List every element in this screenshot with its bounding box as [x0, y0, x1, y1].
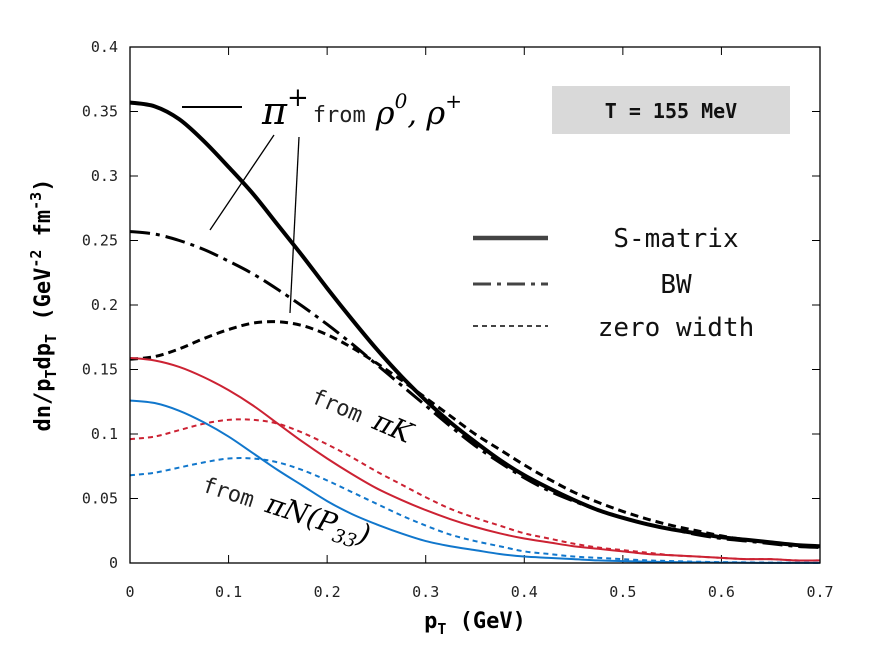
legend-label-zero-width: zero width	[598, 313, 755, 343]
annotation-rho-pi: π	[261, 89, 288, 133]
x-tick-labels: 0 0.1 0.2 0.3 0.4 0.5 0.6 0.7	[125, 583, 833, 601]
x-tick-label: 0.6	[708, 583, 735, 601]
annotation-rho-from: from	[313, 103, 366, 128]
temperature-badge: T = 155 MeV	[552, 86, 790, 134]
y-axis-title-sup2: -3	[27, 192, 45, 210]
x-tick-label: 0.3	[412, 583, 439, 601]
y-tick-label: 0.4	[91, 38, 118, 56]
annotation-rho-sep: ,	[407, 97, 426, 132]
y-axis-title-unit-a: (GeV	[31, 268, 56, 334]
annotation-rho: π+from ρ0, ρ+	[182, 83, 462, 314]
legend-label-bw: BW	[660, 270, 692, 300]
x-tick-label: 0.2	[314, 583, 341, 601]
y-tick-label: 0.1	[91, 425, 118, 443]
y-axis-title-sup1: -2	[27, 250, 45, 268]
annotation-rho-rhop: ρ	[425, 94, 445, 132]
x-tick-label: 0.5	[609, 583, 636, 601]
series-line-rho-zero-width	[129, 320, 821, 548]
x-axis-title-unit: (GeV)	[446, 609, 525, 634]
y-tick-label: 0	[109, 554, 118, 572]
y-axis-title: dn/pTdpT (GeV-2 fm-3)	[27, 179, 60, 432]
annotation-rho-pointer-1	[209, 134, 275, 231]
x-axis-title-sub: T	[437, 620, 446, 638]
y-axis-title-unit-b: fm	[31, 210, 56, 250]
y-tick-labels: 0 0.05 0.1 0.15 0.2 0.25 0.3 0.35 0.4	[82, 38, 118, 572]
series-line-pin-zero-width	[129, 457, 821, 564]
y-tick-label: 0.35	[82, 103, 118, 121]
legend: S-matrix BW zero width	[473, 224, 754, 343]
legend-label-s-matrix: S-matrix	[613, 224, 738, 254]
annotation-rho-rhop-sup: +	[445, 89, 462, 113]
y-axis-title-sub1: T	[42, 369, 60, 378]
y-axis-title-mid: dp	[31, 343, 56, 370]
annotation-pin: from πN(P33)	[197, 466, 374, 556]
y-tick-label: 0.3	[91, 167, 118, 185]
x-tick-label: 0.1	[215, 583, 242, 601]
annotation-rho-rho0: ρ	[375, 94, 395, 132]
x-tick-label: 0.4	[511, 583, 538, 601]
y-axis-title-unit-c: )	[31, 179, 56, 192]
series-line-rho-bw	[129, 229, 821, 550]
x-tick-label: 0	[125, 583, 134, 601]
y-axis-title-main: dn/p	[31, 378, 56, 431]
y-tick-label: 0.15	[82, 361, 118, 379]
annotation-rho-plus: +	[287, 83, 309, 113]
x-tick-label: 0.7	[806, 583, 833, 601]
annotation-rho-rho0-sup: 0	[395, 89, 408, 113]
x-axis-title-main: p	[424, 609, 437, 634]
y-tick-label: 0.2	[91, 296, 118, 314]
y-tick-label: 0.05	[82, 490, 118, 508]
series-line-pik-s-matrix	[129, 356, 821, 562]
x-axis-title: pT (GeV)	[424, 609, 526, 638]
temperature-badge-text: T = 155 MeV	[605, 99, 737, 123]
series-line-pik-zero-width	[129, 418, 821, 562]
annotation-rho-pointer-2	[289, 136, 300, 314]
curves	[129, 100, 821, 564]
y-tick-label: 0.25	[82, 232, 118, 250]
plot-frame	[129, 46, 821, 564]
annotation-rho-label: π+from ρ0, ρ+	[261, 83, 462, 133]
y-axis-title-sub2: T	[42, 334, 60, 343]
